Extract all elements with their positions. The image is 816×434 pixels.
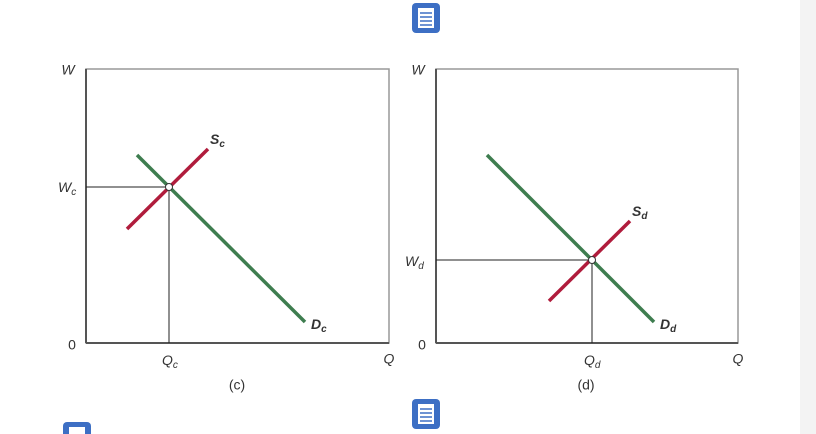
sub: d	[595, 360, 601, 371]
origin-label: 0	[68, 337, 76, 353]
demand-curve	[135, 153, 307, 324]
main: S	[632, 203, 642, 219]
wage-label: Wd	[405, 253, 424, 272]
panel: W Wd 0 Qd Q (d) Sd Dd	[405, 62, 744, 393]
x-axis-label: Q	[733, 351, 744, 367]
panel: W Wc 0 Qc Q (c) Sc Dc	[58, 62, 395, 393]
sub: c	[321, 324, 327, 335]
wage-label: Wc	[58, 179, 76, 198]
origin-label: 0	[418, 337, 426, 353]
y-axis-label: W	[411, 62, 426, 78]
frame	[435, 68, 739, 344]
doc-icon[interactable]	[63, 422, 91, 434]
sub: d	[641, 211, 648, 222]
quantity-label: Qd	[584, 352, 601, 371]
caption: (d)	[577, 377, 594, 393]
demand-label: Dd	[660, 316, 677, 335]
scroll-strip	[800, 0, 816, 434]
quantity-label: Qc	[162, 352, 178, 371]
equilibrium	[588, 256, 596, 264]
supply-label: Sc	[210, 131, 225, 150]
main: S	[210, 131, 220, 147]
demand-label: Dc	[311, 316, 327, 335]
sub: c	[219, 139, 225, 150]
main: Q	[162, 352, 173, 368]
sub: d	[670, 324, 677, 335]
frame	[85, 68, 390, 344]
demand-curve	[485, 153, 656, 324]
main: D	[311, 316, 321, 332]
doc-icon[interactable]	[412, 3, 440, 33]
supply-label: Sd	[632, 203, 648, 222]
x-axis-label: Q	[384, 351, 395, 367]
main: W	[58, 179, 73, 195]
main: Q	[584, 352, 595, 368]
doc-icon[interactable]	[412, 399, 440, 429]
caption: (c)	[229, 377, 245, 393]
equilibrium	[165, 183, 173, 191]
sub: c	[173, 360, 178, 371]
main: D	[660, 316, 670, 332]
sub: d	[418, 261, 424, 272]
y-axis-label: W	[61, 62, 76, 78]
main: W	[405, 253, 420, 269]
sub: c	[71, 187, 76, 198]
